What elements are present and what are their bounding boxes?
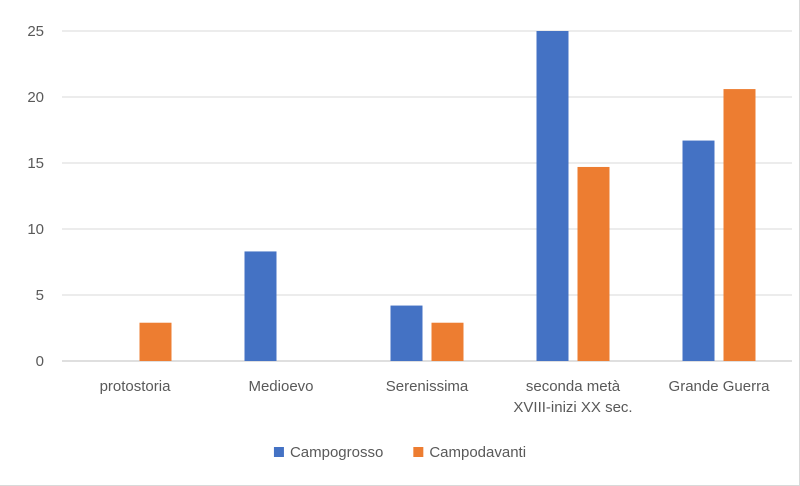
- y-tick-label: 10: [27, 221, 44, 238]
- bar-campodavanti: [139, 322, 172, 361]
- bar-campogrosso: [244, 251, 277, 361]
- x-tick-label: Medioevo: [248, 378, 313, 395]
- y-tick-label: 0: [36, 353, 44, 370]
- x-tick-label: Grande Guerra: [669, 378, 771, 395]
- legend-label-campogrosso: Campogrosso: [290, 444, 383, 461]
- legend-swatch-campogrosso: [273, 447, 284, 457]
- bar-campogrosso: [682, 140, 715, 361]
- y-tick-label: 25: [27, 23, 44, 40]
- x-tick-label: Serenissima: [386, 378, 469, 395]
- y-tick-label: 20: [27, 89, 44, 106]
- y-tick-label: 15: [27, 155, 44, 172]
- x-tick-label: seconda metà: [526, 378, 621, 395]
- bar-campodavanti: [577, 166, 610, 361]
- legend-swatch-campodavanti: [413, 447, 424, 457]
- bar-campodavanti: [723, 89, 756, 361]
- x-tick-label: XVIII-inizi XX sec.: [513, 399, 632, 416]
- legend-label-campodavanti: Campodavanti: [429, 444, 526, 461]
- y-tick-label: 5: [36, 287, 44, 304]
- bar-campogrosso: [390, 305, 423, 361]
- bar-campogrosso: [536, 31, 569, 361]
- x-tick-label: protostoria: [100, 378, 172, 395]
- bar-campodavanti: [431, 322, 464, 361]
